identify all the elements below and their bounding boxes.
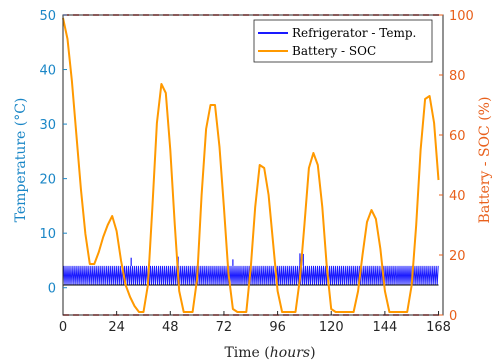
right-axis-ticks: 0 20 40 60 80 100 — [439, 9, 474, 324]
legend-box — [253, 19, 433, 63]
x-tick-label: 24 — [108, 320, 125, 335]
series-battery-soc — [62, 17, 440, 313]
legend-label-soc: Battery - SOC — [292, 44, 376, 58]
x-tick-label: 72 — [216, 320, 233, 335]
left-tick-label: 20 — [39, 173, 56, 188]
right-tick-label: 20 — [449, 249, 466, 264]
left-axis-label: Temperature (°C) — [13, 98, 29, 223]
x-tick-label: 120 — [319, 320, 344, 335]
right-axis-label: Battery - SOC (%) — [477, 97, 493, 224]
x-tick-label: 0 — [59, 320, 67, 335]
plot-frame — [62, 14, 444, 316]
x-tick-label: 96 — [269, 320, 286, 335]
x-tick-label: 48 — [162, 320, 179, 335]
x-axis-ticks: 0 24 48 72 96 120 144 168 — [59, 311, 451, 335]
left-tick-label: 10 — [39, 227, 56, 242]
left-tick-label: 0 — [48, 282, 56, 297]
series-group — [62, 17, 440, 313]
left-axis-ticks: 0 10 20 30 40 50 — [39, 9, 67, 297]
left-tick-label: 40 — [39, 64, 56, 79]
left-tick-label: 30 — [39, 118, 56, 133]
right-tick-label: 40 — [449, 189, 466, 204]
right-tick-label: 100 — [449, 9, 474, 24]
x-tick-label: 144 — [372, 320, 397, 335]
right-tick-label: 60 — [449, 129, 466, 144]
legend: Refrigerator - Temp. Battery - SOC — [253, 19, 433, 63]
x-tick-label: 168 — [426, 320, 451, 335]
legend-label-temperature: Refrigerator - Temp. — [292, 26, 416, 40]
right-tick-label: 80 — [449, 69, 466, 84]
x-axis-label: Time (hours) — [224, 345, 315, 361]
left-tick-label: 50 — [39, 9, 56, 24]
plot-area — [62, 14, 444, 316]
right-tick-label: 0 — [449, 309, 457, 324]
